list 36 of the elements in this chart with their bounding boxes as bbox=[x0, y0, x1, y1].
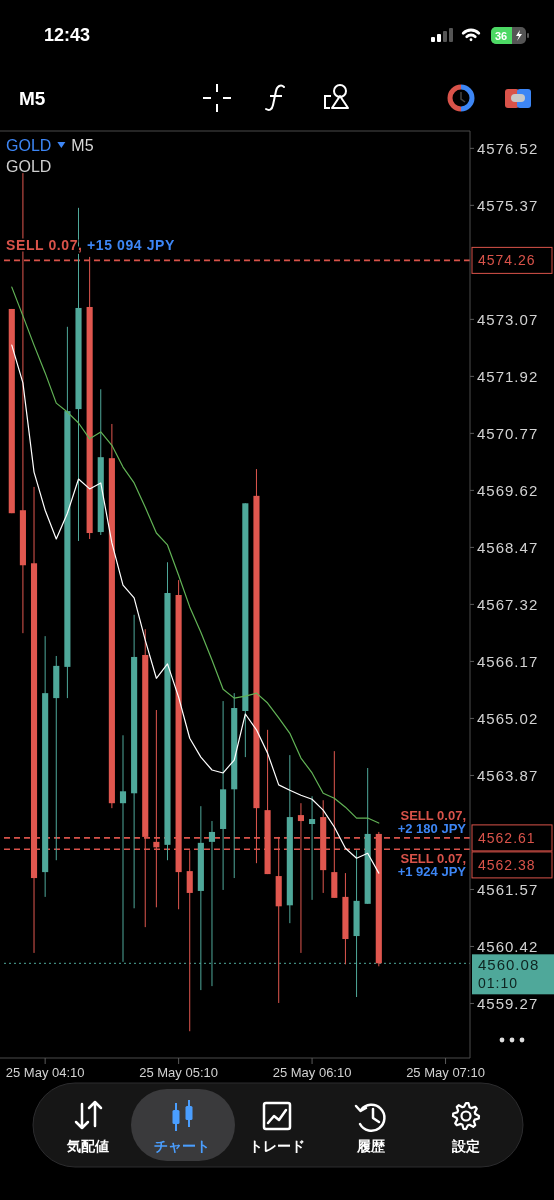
y-tick-label: 4571.92 bbox=[477, 367, 539, 385]
annotation: 36 bbox=[494, 30, 508, 42]
annotation: チャート bbox=[154, 1138, 210, 1154]
title: GOLD bbox=[6, 137, 52, 154]
y-tick-label: 4563.87 bbox=[477, 766, 539, 784]
y-tick-label: 4575.37 bbox=[477, 196, 539, 214]
annotation: 気配値 bbox=[67, 1138, 109, 1154]
y-tick-label: 4569.62 bbox=[477, 481, 539, 499]
x-tick-label: 25 May 04:10 bbox=[5, 1065, 85, 1080]
ref-line-label: 4574.26 bbox=[478, 252, 536, 269]
subtitle: M5 bbox=[71, 137, 94, 154]
annotation: GOLD bbox=[6, 158, 52, 175]
y-tick-label: 4565.02 bbox=[477, 709, 539, 727]
annotation: 履歴 bbox=[357, 1138, 385, 1154]
x-tick-label: 25 May 05:10 bbox=[139, 1065, 218, 1080]
x-tick-label: 25 May 07:10 bbox=[406, 1065, 485, 1080]
annotation: 12:43 bbox=[44, 25, 91, 45]
y-tick-label: 4567.32 bbox=[477, 595, 539, 613]
annotation: 01:10 bbox=[478, 975, 519, 992]
y-tick-label: 4570.77 bbox=[477, 424, 539, 442]
y-tick-label: 4573.07 bbox=[477, 310, 539, 328]
annotation: SELL 0.07, +1 924 JPY bbox=[397, 851, 466, 880]
annotation: トレード bbox=[249, 1138, 305, 1154]
y-tick-label: 4566.17 bbox=[477, 652, 539, 670]
x-tick-label: 25 May 06:10 bbox=[272, 1065, 352, 1080]
y-tick-label: 4559.27 bbox=[477, 994, 539, 1012]
annotation: SELL 0.07, +2 180 JPY bbox=[397, 807, 466, 836]
ref-line-label: 4560.08 bbox=[478, 955, 540, 973]
y-tick-label: 4560.42 bbox=[477, 937, 539, 955]
y-tick-label: 4576.52 bbox=[477, 139, 539, 157]
ref-line-label: 4562.61 bbox=[478, 829, 536, 846]
annotation: 設定 bbox=[452, 1138, 480, 1154]
y-tick-label: 4561.57 bbox=[477, 880, 539, 898]
y-tick-label: 4568.47 bbox=[477, 538, 539, 556]
ref-line-label: 4562.38 bbox=[478, 856, 536, 873]
annotation: M5 bbox=[19, 88, 46, 109]
